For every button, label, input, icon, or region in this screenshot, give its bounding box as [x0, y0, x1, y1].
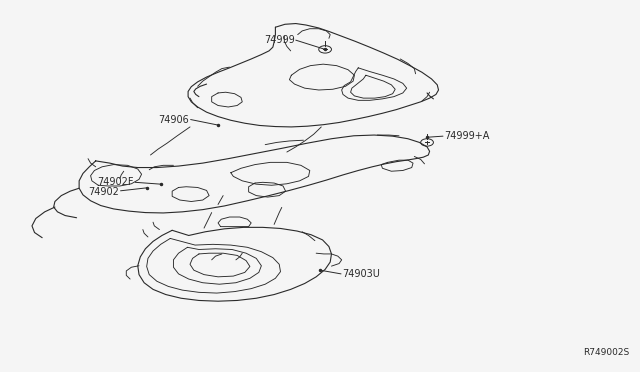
Text: 74902F: 74902F [97, 177, 134, 187]
Text: 74903U: 74903U [342, 269, 380, 279]
Text: 74999: 74999 [264, 35, 294, 45]
Text: 74906: 74906 [159, 115, 189, 125]
Text: 74902: 74902 [88, 186, 119, 196]
Text: 74999+A: 74999+A [444, 131, 490, 141]
Text: R749002S: R749002S [583, 347, 629, 357]
